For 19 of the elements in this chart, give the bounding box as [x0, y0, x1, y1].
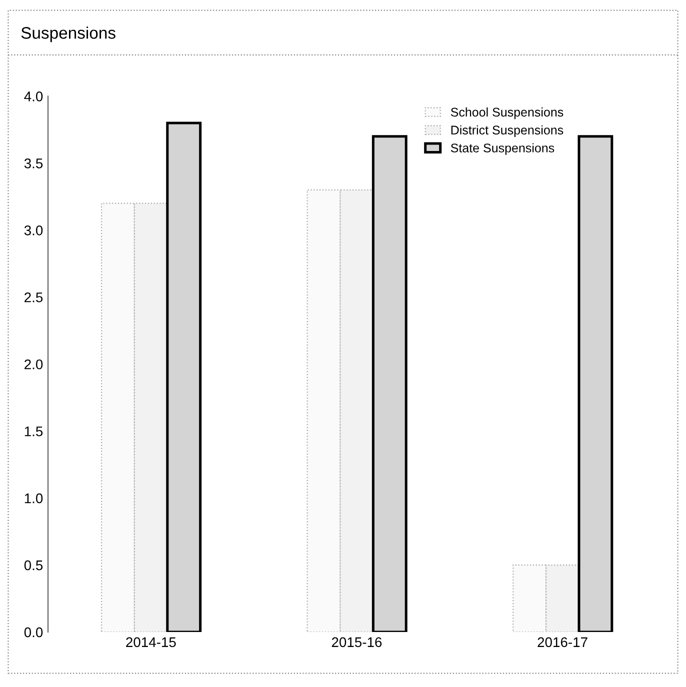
chart-title: Suspensions [21, 26, 116, 42]
legend-label: School Suspensions [450, 107, 564, 120]
y-tick-label: 1.5 [24, 426, 43, 436]
y-tick-label: 3.0 [24, 225, 43, 236]
bar [166, 122, 202, 632]
bar [372, 135, 408, 632]
x-tick-label: 2014-15 [126, 637, 176, 648]
x-tick-label: 2015-16 [332, 637, 382, 648]
x-tick-label: 2016-17 [538, 637, 588, 648]
y-tick-label: 4.0 [24, 92, 43, 102]
y-tick-label: 2.0 [24, 359, 43, 370]
legend-label: State Suspensions [450, 143, 554, 155]
bar [578, 135, 614, 632]
y-tick-label: 3.5 [24, 158, 43, 168]
y-tick-label: 2.5 [24, 292, 43, 302]
y-tick-label: 0.0 [24, 627, 43, 638]
y-tick-label: 1.0 [24, 493, 43, 504]
legend-label: District Suspensions [451, 125, 564, 137]
y-tick-label: 0.5 [24, 560, 43, 570]
